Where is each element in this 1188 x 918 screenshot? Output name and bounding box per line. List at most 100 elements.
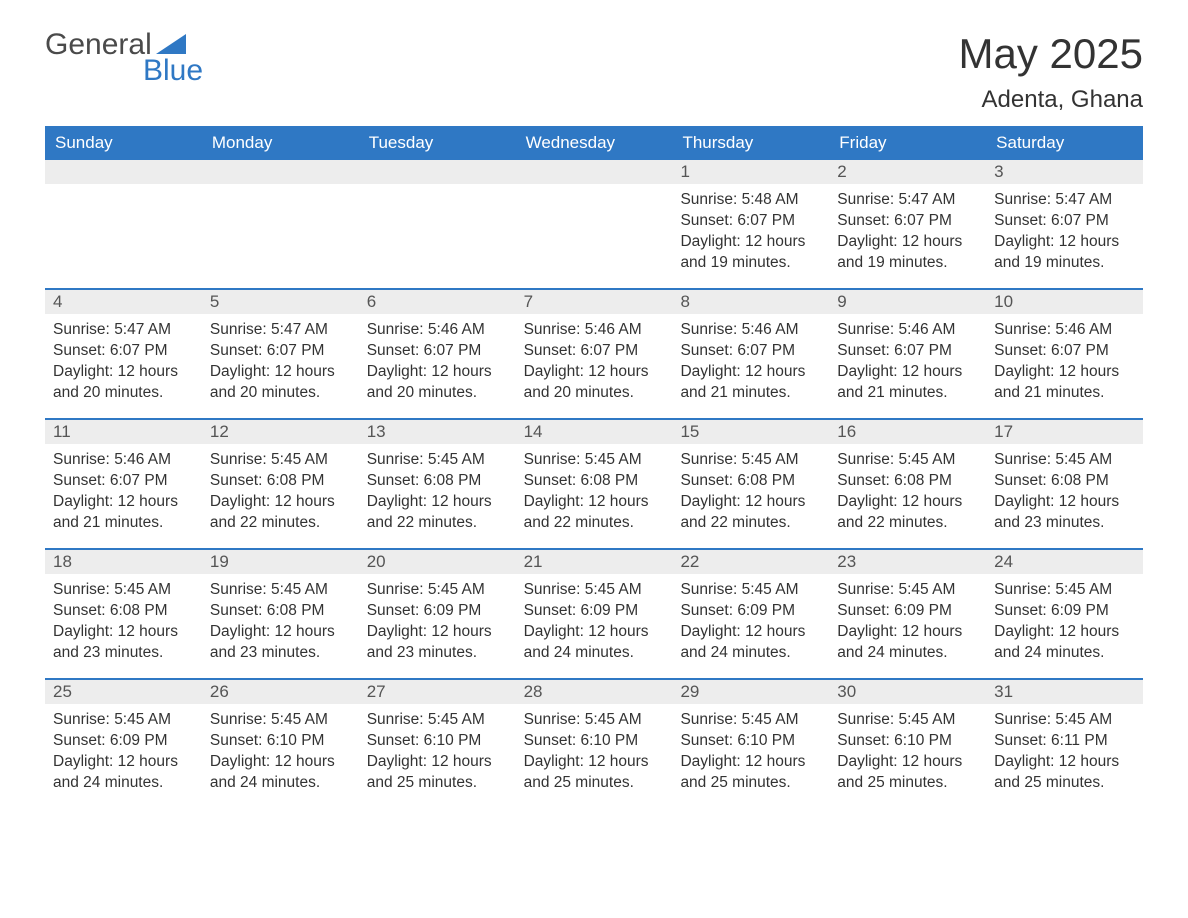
sunrise-label: Sunrise: xyxy=(994,581,1051,598)
sunrise-value: 5:46 AM xyxy=(114,451,171,468)
sunrise-value: 5:45 AM xyxy=(742,451,799,468)
daylight-line: Daylight: 12 hours and 24 minutes. xyxy=(524,622,665,664)
sunrise-line: Sunrise: 5:45 AM xyxy=(53,580,194,601)
day-data: Sunrise: 5:45 AMSunset: 6:10 PMDaylight:… xyxy=(202,704,359,802)
sunset-label: Sunset: xyxy=(994,212,1047,229)
day-cell: 28Sunrise: 5:45 AMSunset: 6:10 PMDayligh… xyxy=(516,680,673,808)
day-data: Sunrise: 5:45 AMSunset: 6:08 PMDaylight:… xyxy=(672,444,829,542)
daylight-label: Daylight: xyxy=(210,493,270,510)
day-cell xyxy=(359,160,516,288)
daylight-line: Daylight: 12 hours and 20 minutes. xyxy=(367,362,508,404)
sunset-line: Sunset: 6:07 PM xyxy=(53,341,194,362)
sunrise-value: 5:46 AM xyxy=(898,321,955,338)
day-data: Sunrise: 5:45 AMSunset: 6:09 PMDaylight:… xyxy=(359,574,516,672)
sunset-line: Sunset: 6:08 PM xyxy=(367,471,508,492)
day-number: 22 xyxy=(672,550,829,574)
sunset-line: Sunset: 6:08 PM xyxy=(53,601,194,622)
day-number: 19 xyxy=(202,550,359,574)
day-cell: 16Sunrise: 5:45 AMSunset: 6:08 PMDayligh… xyxy=(829,420,986,548)
day-number: 26 xyxy=(202,680,359,704)
sunrise-value: 5:45 AM xyxy=(271,451,328,468)
sunrise-value: 5:45 AM xyxy=(1055,451,1112,468)
sunrise-label: Sunrise: xyxy=(524,711,581,728)
sunrise-line: Sunrise: 5:47 AM xyxy=(53,320,194,341)
month-title: May 2025 xyxy=(959,30,1143,78)
sunset-value: 6:07 PM xyxy=(1051,212,1109,229)
sunset-line: Sunset: 6:10 PM xyxy=(524,731,665,752)
sunrise-line: Sunrise: 5:46 AM xyxy=(524,320,665,341)
sunset-value: 6:09 PM xyxy=(894,602,952,619)
sunrise-value: 5:45 AM xyxy=(114,711,171,728)
day-data: Sunrise: 5:45 AMSunset: 6:10 PMDaylight:… xyxy=(829,704,986,802)
day-data: Sunrise: 5:45 AMSunset: 6:09 PMDaylight:… xyxy=(986,574,1143,672)
sunrise-value: 5:45 AM xyxy=(898,451,955,468)
day-number: 4 xyxy=(45,290,202,314)
sunrise-value: 5:46 AM xyxy=(742,321,799,338)
sunset-value: 6:10 PM xyxy=(737,732,795,749)
sunrise-label: Sunrise: xyxy=(210,711,267,728)
sunrise-label: Sunrise: xyxy=(994,191,1051,208)
sunrise-line: Sunrise: 5:46 AM xyxy=(994,320,1135,341)
sunrise-label: Sunrise: xyxy=(53,321,110,338)
daylight-line: Daylight: 12 hours and 22 minutes. xyxy=(837,492,978,534)
sunset-label: Sunset: xyxy=(210,342,263,359)
sunset-line: Sunset: 6:07 PM xyxy=(994,341,1135,362)
daylight-label: Daylight: xyxy=(53,753,113,770)
daylight-line: Daylight: 12 hours and 22 minutes. xyxy=(210,492,351,534)
day-data: Sunrise: 5:45 AMSunset: 6:08 PMDaylight:… xyxy=(202,444,359,542)
sunrise-label: Sunrise: xyxy=(994,711,1051,728)
day-data: Sunrise: 5:45 AMSunset: 6:08 PMDaylight:… xyxy=(202,574,359,672)
daylight-line: Daylight: 12 hours and 25 minutes. xyxy=(524,752,665,794)
day-cell: 23Sunrise: 5:45 AMSunset: 6:09 PMDayligh… xyxy=(829,550,986,678)
day-number: 3 xyxy=(986,160,1143,184)
sunset-value: 6:07 PM xyxy=(894,342,952,359)
sunrise-label: Sunrise: xyxy=(680,581,737,598)
day-number: 13 xyxy=(359,420,516,444)
sunset-label: Sunset: xyxy=(994,472,1047,489)
day-data: Sunrise: 5:45 AMSunset: 6:10 PMDaylight:… xyxy=(516,704,673,802)
sunrise-value: 5:47 AM xyxy=(1055,191,1112,208)
day-cell: 20Sunrise: 5:45 AMSunset: 6:09 PMDayligh… xyxy=(359,550,516,678)
sunset-line: Sunset: 6:08 PM xyxy=(210,601,351,622)
day-data: Sunrise: 5:45 AMSunset: 6:08 PMDaylight:… xyxy=(359,444,516,542)
daylight-label: Daylight: xyxy=(994,753,1054,770)
sunrise-label: Sunrise: xyxy=(837,581,894,598)
daylight-label: Daylight: xyxy=(367,493,427,510)
sunset-label: Sunset: xyxy=(994,732,1047,749)
day-cell: 25Sunrise: 5:45 AMSunset: 6:09 PMDayligh… xyxy=(45,680,202,808)
sunrise-line: Sunrise: 5:45 AM xyxy=(524,710,665,731)
sunset-label: Sunset: xyxy=(53,602,106,619)
day-cell xyxy=(516,160,673,288)
sunset-line: Sunset: 6:08 PM xyxy=(210,471,351,492)
sunset-label: Sunset: xyxy=(837,212,890,229)
daylight-line: Daylight: 12 hours and 23 minutes. xyxy=(367,622,508,664)
sunrise-label: Sunrise: xyxy=(524,321,581,338)
sunset-label: Sunset: xyxy=(210,602,263,619)
sunrise-label: Sunrise: xyxy=(837,711,894,728)
day-number: 10 xyxy=(986,290,1143,314)
day-header-cell: Friday xyxy=(829,126,986,160)
sunrise-value: 5:45 AM xyxy=(271,711,328,728)
daylight-label: Daylight: xyxy=(367,363,427,380)
daylight-line: Daylight: 12 hours and 25 minutes. xyxy=(994,752,1135,794)
sunrise-line: Sunrise: 5:46 AM xyxy=(680,320,821,341)
day-data: Sunrise: 5:45 AMSunset: 6:08 PMDaylight:… xyxy=(829,444,986,542)
sunrise-line: Sunrise: 5:45 AM xyxy=(680,580,821,601)
day-cell: 6Sunrise: 5:46 AMSunset: 6:07 PMDaylight… xyxy=(359,290,516,418)
sunrise-value: 5:45 AM xyxy=(1055,581,1112,598)
day-cell: 18Sunrise: 5:45 AMSunset: 6:08 PMDayligh… xyxy=(45,550,202,678)
logo-triangle-icon xyxy=(156,30,186,50)
sunrise-value: 5:45 AM xyxy=(428,451,485,468)
day-number xyxy=(516,160,673,184)
sunrise-line: Sunrise: 5:47 AM xyxy=(210,320,351,341)
sunset-line: Sunset: 6:07 PM xyxy=(680,211,821,232)
sunset-label: Sunset: xyxy=(837,342,890,359)
sunrise-line: Sunrise: 5:46 AM xyxy=(53,450,194,471)
sunrise-label: Sunrise: xyxy=(367,321,424,338)
daylight-label: Daylight: xyxy=(53,363,113,380)
week-row: 25Sunrise: 5:45 AMSunset: 6:09 PMDayligh… xyxy=(45,678,1143,808)
sunrise-label: Sunrise: xyxy=(680,711,737,728)
sunset-value: 6:10 PM xyxy=(267,732,325,749)
sunrise-value: 5:45 AM xyxy=(428,711,485,728)
location: Adenta, Ghana xyxy=(959,86,1143,114)
